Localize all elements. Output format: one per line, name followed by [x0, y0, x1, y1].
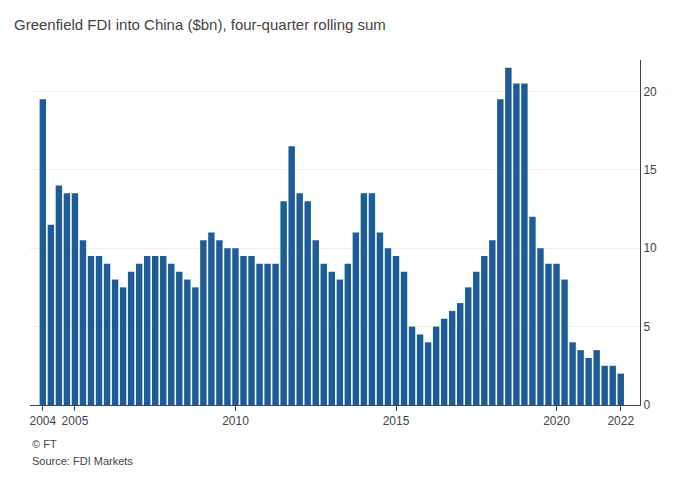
svg-text:0: 0	[643, 398, 650, 412]
svg-text:20: 20	[643, 85, 657, 99]
svg-text:Greenfield FDI into China ($bn: Greenfield FDI into China ($bn), four-qu…	[14, 16, 386, 33]
svg-text:2005: 2005	[62, 414, 89, 428]
svg-text:2004: 2004	[29, 414, 56, 428]
svg-text:Source: FDI Markets: Source: FDI Markets	[32, 455, 133, 467]
svg-text:15: 15	[643, 163, 657, 177]
svg-text:2020: 2020	[543, 414, 570, 428]
svg-text:5: 5	[643, 320, 650, 334]
svg-text:2022: 2022	[607, 414, 634, 428]
svg-text:2010: 2010	[222, 414, 249, 428]
svg-text:2015: 2015	[383, 414, 410, 428]
svg-text:10: 10	[643, 241, 657, 255]
svg-text:© FT: © FT	[32, 438, 57, 450]
